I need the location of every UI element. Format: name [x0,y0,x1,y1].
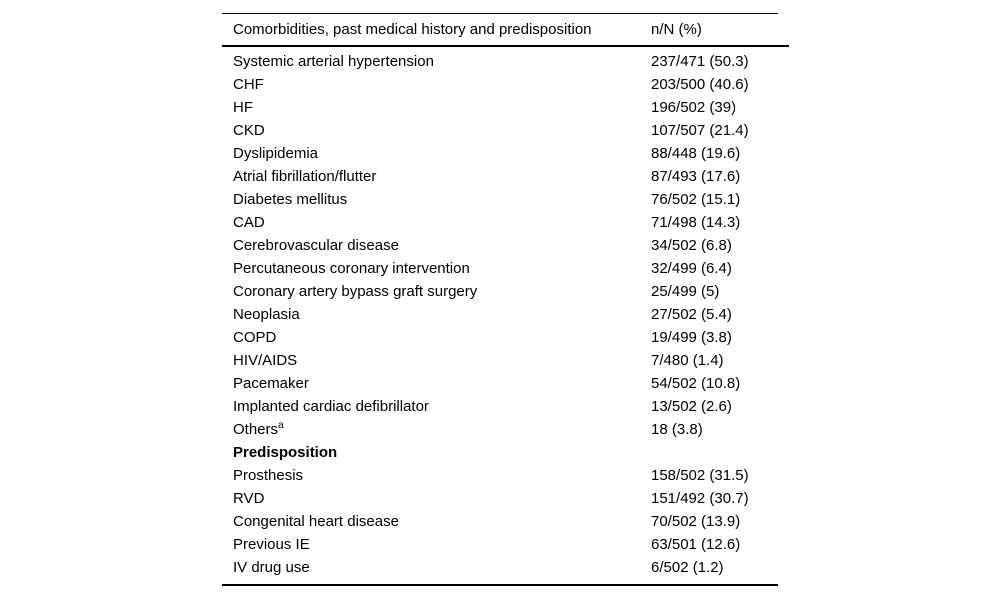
table-row: HIV/AIDS 7/480 (1.4) [222,349,789,372]
row-value: 34/502 (6.8) [651,237,732,254]
row-value: 203/500 (40.6) [651,76,749,93]
row-label: Coronary artery bypass graft surgery [233,283,478,300]
row-value: 6/502 (1.2) [651,559,724,576]
row-value: 13/502 (2.6) [651,398,732,415]
row-label: Cerebrovascular disease [233,237,399,254]
row-value: 27/502 (5.4) [651,306,732,323]
row-value [651,441,789,464]
row-value: 63/501 (12.6) [651,536,741,553]
table-row: HF 196/502 (39) [222,96,789,119]
comorbidities-table: Comorbidities, past medical history and … [222,14,789,579]
row-label: Systemic arterial hypertension [233,53,434,70]
row-value: 25/499 (5) [651,283,720,300]
row-label: IV drug use [233,559,310,576]
row-value: 7/480 (1.4) [651,352,724,369]
row-label: Congenital heart disease [233,513,399,530]
table-row: CKD 107/507 (21.4) [222,119,789,142]
row-label: Neoplasia [233,306,300,323]
row-value: 237/471 (50.3) [651,53,749,70]
table-row: RVD 151/492 (30.7) [222,487,789,510]
row-label: Othersa [233,419,284,438]
table-row: Previous IE 63/501 (12.6) [222,533,789,556]
table-row: Predisposition [222,441,789,464]
row-label: Implanted cardiac defibrillator [233,398,429,415]
row-value: 87/493 (17.6) [651,168,741,185]
table-row: Prosthesis 158/502 (31.5) [222,464,789,487]
row-value: 19/499 (3.8) [651,329,732,346]
row-value: 88/448 (19.6) [651,145,741,162]
table-row: CAD 71/498 (14.3) [222,211,789,234]
row-value: 107/507 (21.4) [651,122,749,139]
row-label: CKD [233,122,265,139]
table-row: IV drug use 6/502 (1.2) [222,556,789,579]
row-label: Predisposition [233,444,338,461]
table-row: CHF 203/500 (40.6) [222,73,789,96]
table-row: Cerebrovascular disease 34/502 (6.8) [222,234,789,257]
comorbidities-table-container: Comorbidities, past medical history and … [222,13,789,586]
table-header: Comorbidities, past medical history and … [222,14,789,47]
column-header-comorbidities: Comorbidities, past medical history and … [222,14,651,47]
table-row: Coronary artery bypass graft surgery 25/4… [222,280,789,303]
row-label: Previous IE [233,536,310,553]
row-label: HIV/AIDS [233,352,298,369]
table-row: Atrial fibrillation/flutter 87/493 (17.6) [222,165,789,188]
table-row: COPD 19/499 (3.8) [222,326,789,349]
table-row: Congenital heart disease 70/502 (13.9) [222,510,789,533]
table-body: Systemic arterial hypertension 237/471 (5… [222,46,789,579]
row-label: COPD [233,329,277,346]
table-row: Systemic arterial hypertension 237/471 (5… [222,46,789,73]
row-value: 32/499 (6.4) [651,260,732,277]
row-label: Diabetes mellitus [233,191,348,208]
table-row: Neoplasia 27/502 (5.4) [222,303,789,326]
row-value: 158/502 (31.5) [651,467,749,484]
table-row: Othersa 18 (3.8) [222,418,789,441]
row-label: CHF [233,76,264,93]
row-value: 151/492 (30.7) [651,490,749,507]
row-label: CAD [233,214,265,231]
row-label: Dyslipidemia [233,145,319,162]
row-value: 70/502 (13.9) [651,513,741,530]
row-label: Atrial fibrillation/flutter [233,168,377,185]
table-row: Percutaneous coronary intervention 32/499… [222,257,789,280]
header-row: Comorbidities, past medical history and … [222,14,789,47]
row-label: Pacemaker [233,375,309,392]
row-label: HF [233,99,253,116]
footnote-marker: a [278,419,284,431]
row-value: 18 (3.8) [651,421,703,438]
row-label: Percutaneous coronary intervention [233,260,470,277]
row-value: 71/498 (14.3) [651,214,741,231]
column-header-values: n/N (%) [651,14,789,47]
table-row: Diabetes mellitus 76/502 (15.1) [222,188,789,211]
row-value: 54/502 (10.8) [651,375,741,392]
table-row: Implanted cardiac defibrillator 13/502 (2… [222,395,789,418]
row-label: Prosthesis [233,467,304,484]
row-value: 196/502 (39) [651,99,737,116]
row-label: RVD [233,490,265,507]
table-row: Pacemaker 54/502 (10.8) [222,372,789,395]
table-row: Dyslipidemia 88/448 (19.6) [222,142,789,165]
row-value: 76/502 (15.1) [651,191,741,208]
